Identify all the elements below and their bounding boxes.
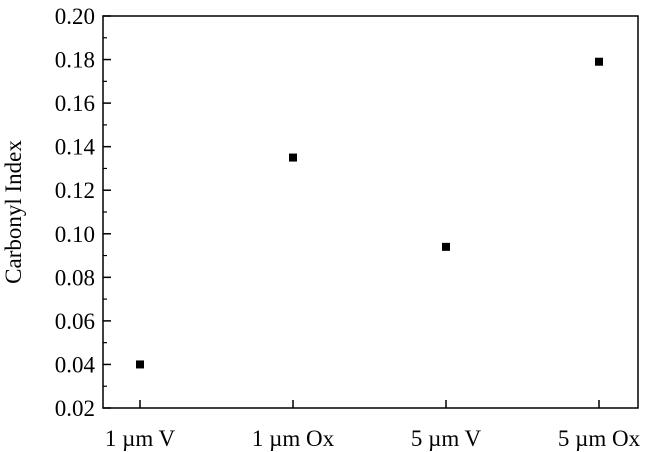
plot-frame — [102, 15, 639, 409]
y-tick-label: 0.14 — [55, 135, 96, 160]
y-tick-label: 0.08 — [55, 265, 95, 290]
y-axis-ticks: 0.02 0.04 0.06 0.08 0.10 0.12 0.14 0.16 0.18 0.20 — [55, 4, 111, 421]
data-point — [136, 360, 144, 369]
x-tick-label: 5 µm V — [411, 426, 482, 451]
x-axis-ticks: 1 µm V 1 µm Ox 5 µm V 5 µm Ox — [105, 400, 641, 451]
y-tick-label: 0.18 — [55, 48, 95, 73]
y-tick-label: 0.20 — [55, 4, 95, 29]
data-point — [442, 242, 450, 251]
y-tick-label: 0.06 — [55, 309, 95, 334]
y-tick-label: 0.10 — [55, 222, 95, 247]
y-tick-label: 0.12 — [55, 178, 95, 203]
y-tick-label: 0.04 — [55, 352, 96, 377]
data-point — [289, 153, 297, 162]
y-axis-title: Carbonyl Index — [1, 140, 26, 284]
x-tick-label: 5 µm Ox — [558, 426, 641, 451]
data-point — [595, 57, 603, 66]
data-points — [136, 57, 603, 369]
y-tick-label: 0.02 — [55, 396, 95, 421]
x-tick-label: 1 µm Ox — [252, 426, 335, 451]
y-tick-label: 0.16 — [55, 91, 95, 116]
x-tick-label: 1 µm V — [105, 426, 176, 451]
